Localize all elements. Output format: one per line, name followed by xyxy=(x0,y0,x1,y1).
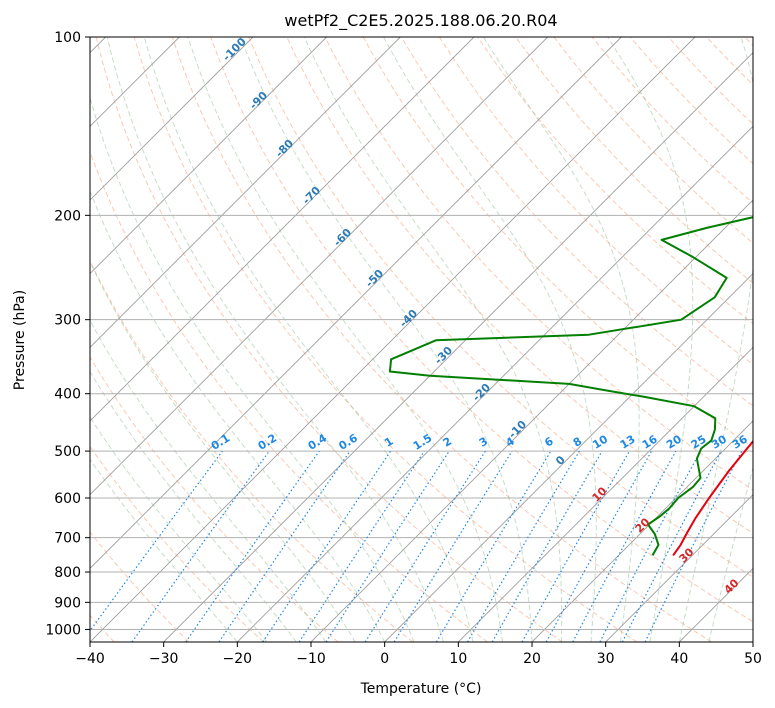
moist-adiabat-line xyxy=(187,37,503,642)
x-tick-label: −20 xyxy=(223,651,253,667)
x-tick-label: 50 xyxy=(744,651,762,667)
mixing-ratio-line xyxy=(90,450,223,632)
moist-adiabat-line xyxy=(90,319,327,642)
dry-adiabat-line xyxy=(210,37,753,623)
y-tick-label: 300 xyxy=(54,313,81,329)
y-tick-label: 900 xyxy=(54,595,81,611)
isotherm-line xyxy=(90,37,548,496)
isotherm-line xyxy=(90,37,327,275)
temperature-profile-line xyxy=(672,439,753,556)
isotherm-line xyxy=(90,37,475,422)
dry-adiabat-line xyxy=(90,531,190,642)
moist-adiabat-line xyxy=(143,37,474,642)
x-tick-label: 0 xyxy=(380,651,389,667)
isotherm-line xyxy=(237,125,753,642)
x-tick-label: −40 xyxy=(75,651,105,667)
dry-adiabat-line xyxy=(95,37,563,642)
isotherm-line xyxy=(384,273,753,642)
mixing-ratio-line xyxy=(218,450,351,642)
y-tick-label: 500 xyxy=(54,444,81,460)
x-tick-label: 20 xyxy=(523,651,541,667)
y-tick-label: 100 xyxy=(54,30,81,46)
dry-adiabat-line xyxy=(438,37,753,366)
y-axis-title: Pressure (hPa) xyxy=(12,290,28,390)
mixing-ratio-line xyxy=(262,450,392,642)
moist-adiabat-line xyxy=(90,416,268,642)
profile-lines xyxy=(388,216,753,556)
moist-adiabat-line xyxy=(239,37,533,642)
moist-adiabat-line xyxy=(90,189,386,642)
y-tick-label: 700 xyxy=(54,531,81,547)
moist-adiabat-line xyxy=(708,466,753,642)
mixing-ratio-line xyxy=(572,450,677,642)
mixing-ratio-line xyxy=(325,450,450,642)
mixing-ratio-line xyxy=(298,450,425,642)
dry-adiabat-line xyxy=(400,37,753,407)
dry-adiabat-line xyxy=(248,37,753,578)
mixing-ratio-line xyxy=(644,450,743,642)
moist-adiabat-line xyxy=(678,37,753,642)
y-tick-label: 600 xyxy=(54,491,81,507)
isotherm-line xyxy=(90,37,622,569)
moist-adiabat-line xyxy=(106,37,445,642)
isotherm-line xyxy=(310,199,753,642)
y-tick-label: 800 xyxy=(54,565,81,581)
x-axis-title: Temperature (°C) xyxy=(360,681,482,697)
plot-area xyxy=(90,37,753,642)
mixing-ratio-line xyxy=(393,450,513,642)
mixing-ratio-line xyxy=(521,450,631,642)
x-tick-label: 10 xyxy=(449,651,467,667)
mixing-ratio-line xyxy=(185,450,320,642)
dry-adiabat-line xyxy=(90,356,339,642)
moist-adiabat-line xyxy=(303,37,563,642)
mixing-ratio-line xyxy=(545,450,653,642)
x-tick-label: −10 xyxy=(296,651,326,667)
isotherm-line xyxy=(458,346,753,642)
axes: −40 −30 −20 −10 0 10 20 30 40 50 100 200 300 400 500 60… xyxy=(45,30,762,667)
chart-title: wetPf2_C2E5.2025.188.06.20.R04 xyxy=(284,11,557,31)
mixing-ratio-line xyxy=(131,450,270,642)
isotherm-line xyxy=(531,420,753,642)
y-tick-label: 1000 xyxy=(45,622,81,638)
x-tick-label: 40 xyxy=(670,651,688,667)
x-tick-label: −30 xyxy=(149,651,179,667)
isotherm-line xyxy=(90,37,254,201)
x-tick-label: 30 xyxy=(597,651,615,667)
background-lines xyxy=(90,37,753,642)
dewpoint-profile-line xyxy=(388,216,753,556)
isotherm-line xyxy=(90,37,696,642)
moist-adiabat-line xyxy=(90,458,238,642)
moist-adiabat-line xyxy=(383,37,597,642)
moist-adiabat-line xyxy=(482,37,640,642)
dry-adiabat-line xyxy=(515,37,753,284)
y-tick-label: 400 xyxy=(54,387,81,403)
plot-frame xyxy=(89,36,754,643)
dry-adiabat-line xyxy=(133,37,638,642)
isotherm-line xyxy=(90,37,401,348)
y-tick-label: 200 xyxy=(54,208,81,224)
dry-adiabat-line xyxy=(171,37,712,642)
dry-adiabat-line xyxy=(90,150,488,642)
moist-adiabat-line xyxy=(607,37,694,642)
dry-adiabat-line xyxy=(90,445,264,642)
moist-adiabat-line xyxy=(90,260,356,642)
isotherm-line xyxy=(605,494,753,642)
